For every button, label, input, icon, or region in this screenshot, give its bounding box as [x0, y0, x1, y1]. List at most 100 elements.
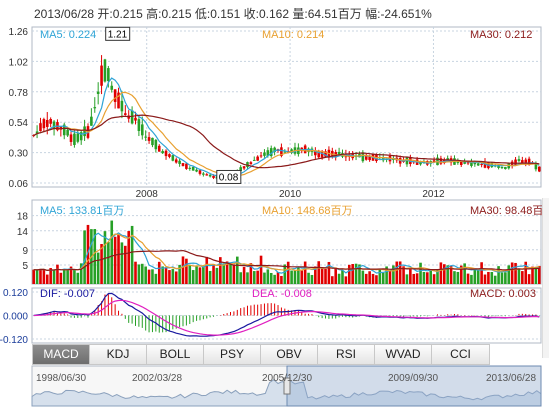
- volume-bar: [154, 273, 158, 284]
- volume-bar: [351, 264, 354, 284]
- volume-bar: [426, 272, 429, 284]
- price-candle: [130, 110, 134, 124]
- volume-y-tick: 14: [17, 227, 29, 238]
- price-y-tick: 1.02: [9, 57, 29, 68]
- volume-bar: [147, 269, 151, 284]
- volume-bar: [290, 270, 293, 284]
- price-candle: [473, 161, 477, 165]
- price-candle: [124, 113, 127, 115]
- price-candle: [113, 89, 117, 102]
- volume-bar: [297, 267, 300, 284]
- volume-bar: [514, 262, 517, 284]
- indicator-tabs: MACD KDJ BOLL PSY OBV RSI WVAD CCI: [32, 344, 490, 365]
- price-candle: [320, 151, 324, 158]
- volume-bar: [395, 261, 399, 284]
- price-x-tick: 2012: [422, 189, 445, 200]
- volume-bar: [249, 263, 253, 284]
- price-candle: [524, 159, 528, 164]
- volume-bar: [364, 273, 368, 284]
- volume-bar: [453, 271, 456, 284]
- price-candle: [178, 160, 181, 164]
- price-candle: [137, 119, 141, 132]
- volume-legend-ma5: MA5: 133.81百万: [40, 205, 124, 217]
- volume-bar: [83, 230, 86, 284]
- navigator-x-tick: 2013/06/28: [486, 373, 536, 384]
- volume-bar: [127, 231, 131, 284]
- tab-boll[interactable]: BOLL: [147, 345, 204, 364]
- volume-bar: [456, 271, 460, 284]
- tab-psy[interactable]: PSY: [204, 345, 261, 364]
- volume-bar: [246, 272, 249, 284]
- volume-bar: [524, 261, 528, 284]
- price-y-tick: 0.06: [9, 179, 29, 190]
- price-y-tick: 0.78: [9, 88, 29, 99]
- price-candle: [181, 163, 185, 167]
- volume-bar: [181, 256, 185, 284]
- price-candle: [202, 173, 205, 175]
- stock-info-bar: 2013/06/28 开:0.215 高:0.215 低:0.151 收:0.1…: [34, 7, 432, 21]
- volume-bar: [286, 261, 290, 284]
- price-candle: [466, 162, 470, 164]
- price-legend-ma5: MA5: 0.224: [40, 29, 96, 41]
- volume-bar: [52, 269, 56, 284]
- volume-bar: [368, 271, 371, 284]
- volume-bar: [42, 268, 46, 284]
- price-candle: [439, 158, 443, 164]
- volume-bar: [300, 270, 304, 284]
- info-low-label: 低: [194, 7, 207, 21]
- price-candle: [93, 107, 97, 109]
- price-candle: [368, 155, 371, 161]
- volume-bar: [470, 274, 473, 284]
- tab-kdj[interactable]: KDJ: [90, 345, 147, 364]
- volume-bar: [280, 275, 283, 284]
- price-candle: [314, 150, 317, 156]
- volume-bar: [283, 264, 287, 284]
- volume-bar: [225, 261, 229, 284]
- volume-bar: [385, 266, 388, 284]
- volume-bar: [463, 263, 466, 284]
- info-date: 2013/06/28: [34, 7, 95, 21]
- volume-bar: [266, 269, 270, 284]
- info-change: -24.651%: [380, 7, 432, 21]
- price-candle: [52, 121, 56, 129]
- volume-bar: [120, 242, 124, 284]
- price-candle: [521, 160, 524, 163]
- volume-bar: [317, 261, 321, 284]
- volume-bar: [45, 274, 49, 284]
- price-candle: [361, 152, 365, 162]
- volume-bar: [293, 270, 297, 284]
- price-candle: [273, 147, 276, 152]
- tab-obv[interactable]: OBV: [261, 345, 318, 364]
- price-candle: [154, 139, 158, 150]
- tab-wvad[interactable]: WVAD: [375, 345, 432, 364]
- macd-dif-line: [33, 292, 540, 337]
- price-candle: [96, 91, 100, 94]
- tab-macd[interactable]: MACD: [33, 345, 90, 364]
- price-candle: [174, 159, 178, 163]
- price-y-tick: 0.30: [9, 149, 29, 160]
- price-candle: [66, 129, 69, 136]
- price-candle: [283, 151, 287, 153]
- tab-cci[interactable]: CCI: [450, 347, 471, 361]
- volume-bar: [62, 270, 66, 284]
- price-candle: [246, 162, 249, 168]
- price-annotation-box: [216, 169, 242, 184]
- volume-bar: [446, 265, 449, 284]
- navigator-handle-left: [283, 377, 291, 395]
- volume-bar: [96, 252, 100, 284]
- volume-bar: [527, 274, 531, 284]
- price-ma10-line: [33, 91, 540, 177]
- volume-bar: [497, 266, 500, 284]
- price-candle: [504, 167, 507, 170]
- info-volume-label: 量: [292, 7, 305, 21]
- volume-bar: [117, 234, 120, 284]
- price-candle: [79, 132, 83, 141]
- price-annotation-box: [105, 26, 131, 41]
- price-candle: [256, 156, 259, 161]
- tab-rsi[interactable]: RSI: [318, 345, 375, 364]
- volume-bar: [327, 261, 331, 284]
- volume-bar: [375, 275, 378, 284]
- volume-bar: [110, 220, 114, 284]
- vertical-scrollbar[interactable]: [542, 198, 549, 358]
- volume-bar: [191, 270, 195, 284]
